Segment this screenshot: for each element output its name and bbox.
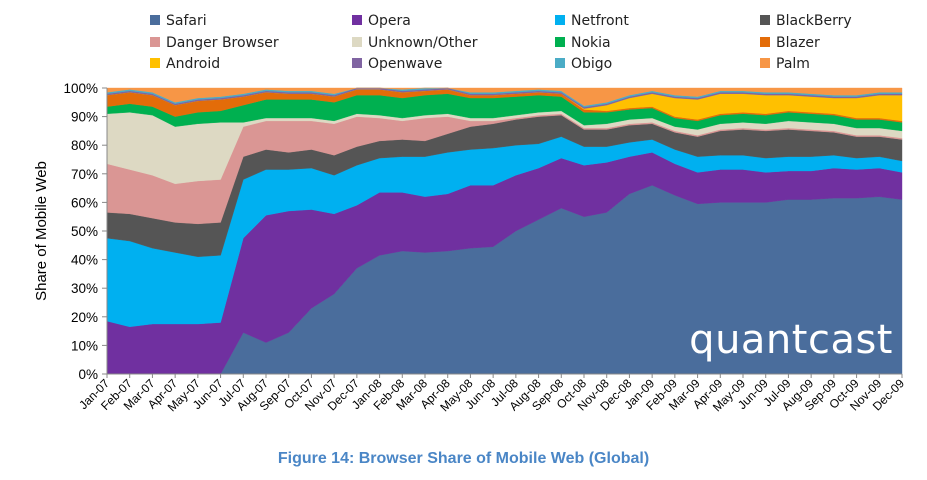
stacked-areas xyxy=(106,87,903,375)
legend-swatch-danger-browser xyxy=(150,37,160,47)
area-palm xyxy=(106,87,903,106)
legend-swatch-android xyxy=(150,58,160,68)
y-tick-label: 0% xyxy=(78,367,98,382)
legend-label-android: Android xyxy=(166,56,220,72)
legend-label-palm: Palm xyxy=(776,56,810,72)
chart-area: Safari Opera Netfront BlackBerry Danger Brow… xyxy=(33,13,907,414)
y-tick-label: 70% xyxy=(71,167,98,182)
legend-label-openwave: Openwave xyxy=(368,56,442,72)
legend-swatch-openwave xyxy=(352,58,362,68)
legend-swatch-obigo xyxy=(555,58,565,68)
legend-label-unknown-other: Unknown/Other xyxy=(368,35,478,51)
figure-caption: Figure 14: Browser Share of Mobile Web (… xyxy=(277,450,650,467)
legend-label-obigo: Obigo xyxy=(571,56,612,72)
legend-label-netfront: Netfront xyxy=(571,13,629,29)
y-ticks: 0% 10% 20% 30% 40% 50% 60% 70% 80% 90% 100% xyxy=(63,81,107,382)
y-tick-label: 20% xyxy=(71,310,98,325)
y-tick-label: 60% xyxy=(71,195,98,210)
y-axis-title: Share of Mobile Web xyxy=(33,161,50,301)
legend: Safari Opera Netfront BlackBerry Danger Brow… xyxy=(150,13,852,72)
y-tick-label: 50% xyxy=(71,224,98,239)
x-ticks: Jan-07Feb-07Mar-07Apr-07May-07Jun-07Jul-… xyxy=(76,374,907,414)
y-tick-label: 10% xyxy=(71,338,98,353)
y-tick-label: 100% xyxy=(63,81,98,96)
y-tick-label: 30% xyxy=(71,281,98,296)
legend-swatch-palm xyxy=(760,58,770,68)
legend-label-safari: Safari xyxy=(166,13,207,29)
legend-label-opera: Opera xyxy=(368,13,411,29)
quantcast-watermark: quantcast xyxy=(689,317,893,363)
legend-label-nokia: Nokia xyxy=(571,35,611,51)
legend-label-danger-browser: Danger Browser xyxy=(166,35,279,51)
legend-swatch-opera xyxy=(352,15,362,25)
legend-swatch-blazer xyxy=(760,37,770,47)
legend-label-blackberry: BlackBerry xyxy=(776,13,852,29)
legend-swatch-unknown-other xyxy=(352,37,362,47)
y-tick-label: 90% xyxy=(71,110,98,125)
legend-label-blazer: Blazer xyxy=(776,35,820,51)
y-tick-label: 80% xyxy=(71,138,98,153)
legend-swatch-blackberry xyxy=(760,15,770,25)
legend-swatch-safari xyxy=(150,15,160,25)
y-tick-label: 40% xyxy=(71,253,98,268)
legend-swatch-netfront xyxy=(555,15,565,25)
legend-swatch-nokia xyxy=(555,37,565,47)
